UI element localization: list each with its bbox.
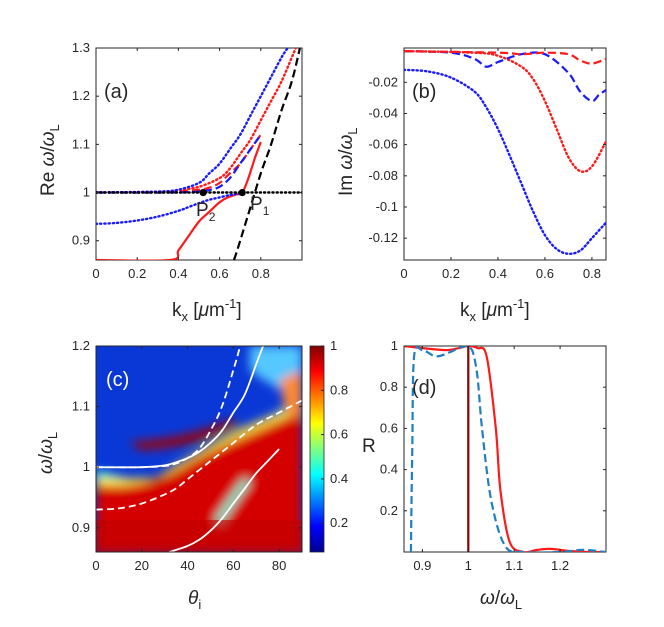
- panel-d-xtick-label: 0.9: [413, 558, 431, 573]
- panel-c-ytick-label: 1.2: [72, 338, 90, 353]
- panel-d-ytick-label: 0.6: [380, 420, 398, 435]
- panel-c-ytick-label: 1.1: [72, 399, 90, 414]
- panel-a: 0 0.2 0.4 0.6 0.8 0.9 1 1.1 1.2 1.3 (a) kx [μm-1]…: [38, 40, 303, 324]
- panel-c-xlabel: θi: [188, 588, 201, 612]
- panel-c-label: (c): [106, 369, 129, 391]
- panel-c-curve-white-solid-steep: [96, 346, 264, 469]
- panel-d-ytick-label: 0.8: [380, 379, 398, 394]
- panel-a-xtick-label: 0: [92, 266, 99, 281]
- panel-b-series-red-dashed: [404, 50, 606, 65]
- panel-b-ytick-label: -0.12: [368, 230, 398, 245]
- panel-d-ytick-label: 1: [391, 338, 398, 353]
- point-p1: [238, 188, 246, 197]
- panel-c-axes-box: [95, 345, 303, 553]
- panel-d-ytick-label: 0.2: [380, 503, 398, 518]
- panel-d-series-teal-dashed: [409, 346, 606, 552]
- panel-a-ytick-label: 1: [83, 185, 90, 200]
- panel-b-xtick-label: 0.8: [583, 266, 601, 281]
- panel-c: 0 20 40 60 80 0.9 1 1.1 1.2 (c) θi ω/ωL 0.2 0.4 0.…: [36, 338, 348, 612]
- panel-a-xtick-label: 0.4: [169, 266, 187, 281]
- panel-d-xlabel: ω/ωL: [480, 588, 522, 612]
- panel-b-ytick-label: -0.02: [368, 74, 398, 89]
- panel-d-xtick-label: 1: [465, 558, 472, 573]
- panel-a-series-blue-dotted-lower: [96, 192, 242, 226]
- panel-a-ytick-label: 1.1: [72, 136, 90, 151]
- colorbar-tick-label: 0.8: [330, 382, 348, 397]
- panel-c-xtick-label: 40: [180, 558, 194, 573]
- colorbar-tick-label: 0.6: [330, 427, 348, 442]
- panel-c-ylabel: ω/ωL: [36, 432, 60, 474]
- panel-b-xtick-label: 0.4: [489, 266, 507, 281]
- panel-b-ytick-label: -0.08: [368, 168, 398, 183]
- panel-c-xtick-label: 60: [226, 558, 240, 573]
- panel-b-ytick-label: -0.1: [376, 199, 398, 214]
- panel-b-axes-box: [403, 47, 607, 261]
- point-p2: [199, 188, 207, 197]
- panel-c-heatmap: [96, 346, 302, 552]
- panel-a-xtick-label: 0.6: [211, 266, 229, 281]
- panel-b-xlabel: kx [μm-1]: [460, 296, 530, 324]
- colorbar-tick-label: 0.4: [330, 471, 348, 486]
- panel-a-series-red-solid: [96, 141, 262, 260]
- panel-a-series-blue-dotted-upper: [96, 48, 289, 194]
- panel-a-ytick-label: 1.3: [72, 40, 90, 55]
- panel-b-xtick-label: 0: [400, 266, 407, 281]
- panel-a-series-red-dotted: [96, 48, 297, 194]
- panel-d-label: (d): [412, 377, 436, 399]
- panel-a-xtick-label: 0.8: [252, 266, 270, 281]
- panel-c-curve-white-solid-lower: [168, 448, 280, 552]
- panel-c-ytick-label: 0.9: [72, 520, 90, 535]
- panel-a-xtick-label: 0.2: [128, 266, 146, 281]
- panel-c-xtick-label: 80: [272, 558, 286, 573]
- panel-a-ytick-label: 0.9: [72, 233, 90, 248]
- panel-b-label: (b): [412, 81, 436, 103]
- panel-a-ytick-label: 1.2: [72, 88, 90, 103]
- panel-a-ylabel: Re ω/ωL: [38, 124, 62, 196]
- panel-a-xlabel: kx [μm-1]: [172, 296, 242, 324]
- panel-a-axes-box: [95, 47, 303, 261]
- panel-d-xtick-label: 1.1: [505, 558, 523, 573]
- colorbar-tick-label: 1: [330, 338, 337, 353]
- panel-c-curve-white-dashed-lower: [96, 399, 302, 511]
- panel-a-series-light-line: [232, 48, 301, 260]
- colorbar-tick-label: 0.2: [330, 515, 348, 530]
- panel-c-xtick-label: 20: [135, 558, 149, 573]
- panel-b-series-red-dotted: [404, 49, 606, 173]
- panel-c-xtick-label: 0: [92, 558, 99, 573]
- panel-b-ytick-label: -0.04: [368, 105, 398, 120]
- panel-d-ylabel: R: [362, 436, 376, 457]
- colorbar: [309, 345, 325, 553]
- panel-d: 0.9 1 1.1 1.2 0.2 0.4 0.6 0.8 1 (d) ω/ωL R: [362, 338, 607, 612]
- panel-b-series-blue-dashed: [404, 50, 606, 103]
- panel-b-xtick-label: 0.6: [536, 266, 554, 281]
- panel-d-ytick-label: 0.4: [380, 462, 398, 477]
- panel-b-ylabel: Im ω/ωL: [336, 127, 360, 196]
- panel-b: 0 0.2 0.4 0.6 0.8 -0.02 -0.04 -0.06 -0.08 -0.1 -0.…: [336, 47, 607, 324]
- panel-b-ytick-label: -0.06: [368, 137, 398, 152]
- panel-d-xtick-label: 1.2: [551, 558, 569, 573]
- panel-c-ytick-label: 1: [83, 459, 90, 474]
- panel-a-label: (a): [104, 81, 128, 103]
- panel-b-series-blue-dotted: [404, 68, 606, 256]
- panel-b-xtick-label: 0.2: [442, 266, 460, 281]
- panel-d-series-red-solid: [404, 346, 606, 552]
